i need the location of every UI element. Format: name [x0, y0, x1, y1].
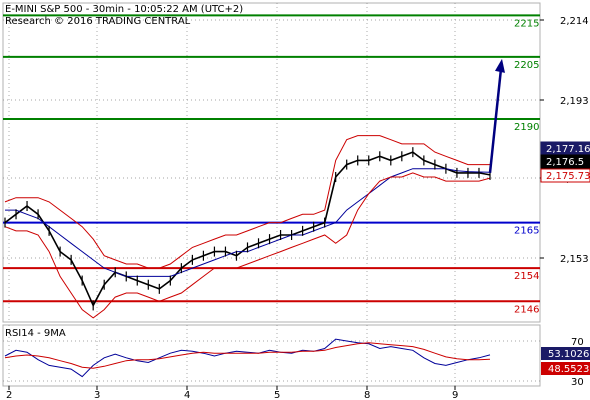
x-tick-label: 4 [184, 390, 190, 400]
price-tags: 2,177.16 2,176.5 2,175.73 53.1026 48.5523 [540, 141, 590, 375]
rsi-grid [3, 325, 540, 386]
rsi-line [4, 338, 491, 378]
rsi-tick-label: 70 [571, 337, 584, 348]
y-tick-label: 2,193 [560, 96, 589, 107]
bollinger-upper-line [4, 135, 490, 269]
x-tick-label: 9 [452, 390, 458, 400]
price-tag-box-price [540, 154, 590, 169]
rsi-ma-line [4, 342, 491, 369]
y-tick-label: 2,214 [560, 16, 589, 27]
projection-arrow-head [495, 58, 505, 73]
projection-arrow-line [488, 68, 503, 173]
chart-subtitle: Research © 2016 TRADING CENTRAL [5, 16, 191, 27]
bottom-axis: 2 3 4 5 8 9 [6, 386, 458, 400]
main-series [4, 135, 491, 319]
bollinger-lower-line [4, 172, 491, 319]
rsi-tag-box-rsi_ma [541, 362, 590, 375]
level-lines: 2215 2205 2190 2165 2154 2146 [3, 14, 540, 315]
rsi-panel [2, 324, 541, 387]
chart-title: E-MINI S&P 500 - 30min - 10:05:22 AM (UT… [5, 4, 243, 15]
level-label-2165: 2165 [514, 226, 539, 237]
y-tick-label: 2,153 [560, 254, 589, 265]
level-label-2205: 2205 [514, 60, 539, 71]
level-label-2146: 2146 [514, 304, 539, 315]
price-tag-bollinger: 2,175.73 [546, 171, 590, 182]
price-tag-price: 2,176.5 [546, 157, 584, 168]
rsi-tag-box-rsi [541, 347, 590, 360]
level-label-2154: 2154 [514, 271, 539, 282]
rsi-tag-rsi: 53.1026 [548, 349, 589, 360]
x-tick-label: 2 [6, 390, 12, 400]
x-tick-label: 3 [94, 390, 100, 400]
main-grid [3, 3, 540, 322]
rsi-title: RSI14 - 9MA [5, 328, 66, 339]
x-tick-label: 8 [364, 390, 370, 400]
level-label-2190: 2190 [514, 122, 539, 133]
rsi-tag-rsi_ma: 48.5523 [548, 364, 589, 375]
x-tick-label: 5 [274, 390, 280, 400]
rsi-series [4, 338, 491, 378]
rsi-tick-label: 30 [571, 377, 584, 388]
level-label-2215: 2215 [514, 18, 539, 29]
price-tag-box-bollinger [540, 168, 590, 183]
main-panel [2, 2, 541, 323]
price-tag-ma: 2,177.16 [546, 144, 590, 155]
